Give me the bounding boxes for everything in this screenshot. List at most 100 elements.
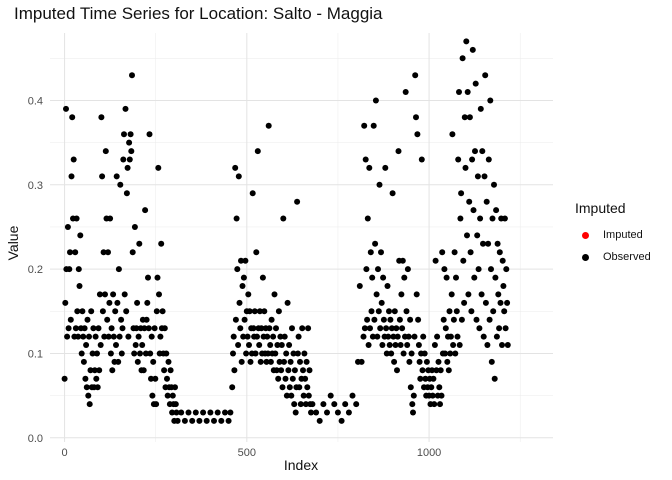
data-point-observed [64,224,71,230]
x-tick-label: 1000 [417,447,441,459]
data-point-observed [504,342,511,348]
data-point-observed [131,224,138,230]
data-point-observed [90,325,97,332]
legend-item-observed: Observed [575,246,651,268]
data-point-observed [390,333,397,340]
data-point-observed [272,350,279,357]
data-point-observed [203,417,210,424]
data-point-observed [301,350,308,357]
data-point-observed [109,367,116,374]
data-point-observed [153,401,160,408]
data-point-observed [442,325,449,332]
data-point-observed [72,249,79,256]
data-point-observed [453,308,460,315]
data-point-observed [404,266,411,273]
x-axis-title: Index [284,457,318,473]
data-point-observed [385,333,392,340]
data-point-observed [265,122,272,129]
data-point-observed [174,417,181,424]
data-point-observed [295,333,302,340]
data-point-observed [324,409,330,416]
data-point-observed [107,215,114,222]
data-point-observed [296,384,303,391]
data-point-observed [470,207,477,214]
data-point-observed [265,350,271,357]
data-point-observed [131,350,138,357]
data-point-observed [281,333,288,340]
data-point-observed [469,46,476,53]
data-point-observed [172,401,179,408]
data-point-observed [316,417,323,424]
data-point-observed [121,131,127,138]
data-point-observed [240,333,247,340]
data-point-observed [110,291,117,298]
data-point-observed [258,325,265,332]
data-point-observed [378,299,385,306]
data-point-observed [474,232,481,239]
data-point-observed [501,308,508,315]
data-point-observed [399,325,406,332]
data-point-observed [502,325,509,332]
data-point-observed [378,249,384,256]
data-point-observed [447,333,454,340]
data-point-observed [411,333,418,340]
data-point-observed [117,181,124,188]
data-point-observed [123,190,130,197]
data-point-observed [471,274,478,281]
data-point-observed [108,325,115,332]
data-point-observed [409,401,416,408]
x-tick-label: 500 [238,447,256,459]
data-point-observed [345,409,352,416]
data-point-observed [133,325,140,332]
data-point-observed [286,384,293,391]
data-point-observed [294,350,301,357]
data-point-observed [308,409,314,416]
data-point-observed [96,291,103,298]
data-point-observed [371,316,378,323]
data-point-observed [494,240,501,247]
data-point-observed [137,350,143,357]
data-point-observed [235,342,242,348]
data-point-observed [116,333,123,340]
data-point-observed [440,316,447,323]
data-point-observed [383,350,390,357]
data-point-observed [294,198,301,205]
data-point-observed [289,375,296,382]
data-point-observed [377,325,384,332]
data-point-observed [430,375,437,382]
data-point-observed [237,325,244,332]
data-point-observed [273,325,279,332]
data-point-observed [94,350,100,357]
legend-key-imputed [582,231,589,239]
data-point-observed [369,333,376,340]
data-point-observed [240,274,247,281]
data-point-observed [185,409,192,416]
data-point-observed [460,257,467,264]
data-point-observed [82,375,89,382]
data-point-observed [243,350,250,357]
data-point-observed [263,358,270,365]
data-point-observed [372,240,379,247]
data-point-observed [87,367,94,374]
data-point-observed [370,122,377,129]
data-point-observed [488,358,495,365]
data-point-observed [480,333,487,340]
data-point-observed [83,384,90,391]
data-point-observed [246,308,253,315]
data-point-observed [410,409,416,416]
data-point-observed [478,291,485,298]
data-point-observed [376,181,383,188]
data-point-observed [235,173,242,180]
data-point-observed [61,375,68,382]
data-point-observed [397,342,404,348]
data-point-observed [353,401,360,408]
data-point-observed [89,350,96,357]
data-point-observed [285,367,292,374]
data-point-observed [64,333,71,340]
data-point-observed [144,299,151,306]
data-point-observed [149,392,156,399]
data-point-observed [273,367,280,374]
data-point-observed [99,308,106,315]
data-point-observed [320,401,327,408]
